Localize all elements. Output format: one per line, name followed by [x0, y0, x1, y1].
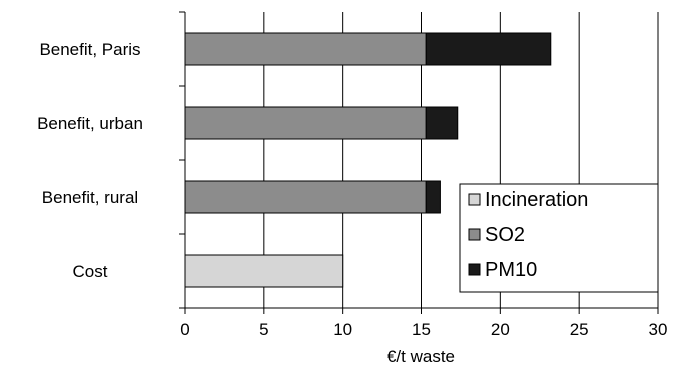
legend-label: Incineration	[485, 189, 588, 211]
legend-swatch	[468, 228, 481, 241]
x-tick-label: 30	[649, 320, 668, 339]
category-label: Cost	[73, 262, 108, 281]
bar-pm10	[425, 106, 459, 140]
bar-so2	[184, 180, 427, 214]
legend-swatch	[468, 263, 481, 276]
x-tick-label: 20	[491, 320, 510, 339]
legend: Incineration SO2 PM10	[459, 183, 659, 293]
x-tick-label: 0	[180, 320, 189, 339]
category-label: Benefit, rural	[42, 188, 138, 207]
legend-label: SO2	[485, 224, 525, 246]
bar-incineration	[184, 254, 344, 288]
legend-swatch	[468, 193, 481, 206]
axes	[179, 11, 659, 314]
bar-pm10	[425, 180, 441, 214]
category-label: Benefit, Paris	[39, 40, 140, 59]
x-tick-label: 25	[570, 320, 589, 339]
x-tick-label: 10	[333, 320, 352, 339]
category-labels: Benefit, Paris Benefit, urban Benefit, rur…	[37, 40, 143, 281]
bars	[184, 32, 552, 288]
legend-box	[459, 183, 659, 293]
bar-pm10	[425, 32, 552, 66]
x-axis-title: €/t waste	[387, 347, 455, 366]
bar-so2	[184, 106, 427, 140]
x-tick-label: 15	[412, 320, 431, 339]
bar-so2	[184, 32, 427, 66]
x-tick-label: 5	[259, 320, 268, 339]
legend-label: PM10	[485, 259, 537, 281]
category-label: Benefit, urban	[37, 114, 143, 133]
x-tick-labels: 0 5 10 15 20 25 30	[180, 320, 667, 339]
